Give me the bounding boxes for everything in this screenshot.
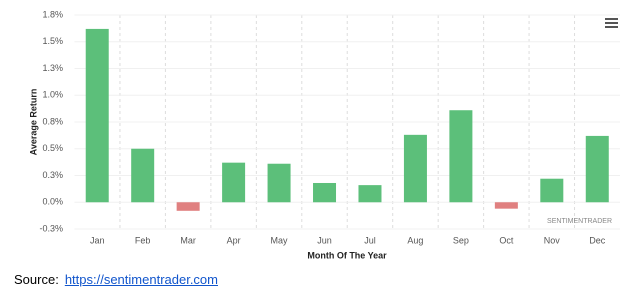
menu-bar[interactable]: [605, 18, 618, 20]
y-tick-label: 1.0%: [42, 90, 63, 100]
bar: [358, 185, 382, 203]
y-tick-label: 0.0%: [42, 197, 63, 207]
source-label: Source:: [14, 272, 59, 287]
y-tick-label: 1.5%: [42, 36, 63, 46]
x-tick-label: Mar: [180, 235, 196, 245]
x-tick-label: May: [271, 235, 289, 245]
bar: [585, 135, 609, 203]
source: Source: https://sentimentrader.com: [14, 272, 218, 287]
bar: [131, 148, 155, 203]
y-tick-label: 1.3%: [42, 63, 63, 73]
bar: [85, 28, 109, 203]
x-tick-label: Apr: [227, 235, 241, 245]
x-tick-label: Jul: [364, 235, 376, 245]
x-tick-label: Jan: [90, 235, 105, 245]
x-tick-label: Oct: [499, 235, 514, 245]
x-tick-label: Jun: [317, 235, 332, 245]
chart: Dec Nov Oct Sep Aug Jul Jun May Apr Mar Feb Jan 1.8%…: [28, 9, 620, 260]
menu-bar[interactable]: [605, 26, 618, 28]
bar: [222, 162, 246, 203]
y-tick-label: 0.5%: [42, 143, 63, 153]
y-tick-label: 1.8%: [42, 9, 63, 19]
menu-bar[interactable]: [605, 22, 618, 24]
bar: [176, 202, 200, 211]
bar: [540, 178, 564, 203]
x-tick-label: Dec: [589, 235, 606, 245]
x-tick-label: Aug: [407, 235, 423, 245]
y-tick-label: -0.3%: [39, 223, 63, 233]
y-tick-label: 0.3%: [42, 170, 63, 180]
bar: [449, 110, 473, 203]
bar: [313, 182, 337, 203]
watermark: SENTIMENTRADER: [547, 218, 612, 225]
x-tick-label: Sep: [453, 235, 469, 245]
x-tick-label: Nov: [544, 235, 561, 245]
y-tick-label: 0.8%: [42, 116, 63, 126]
y-axis-title: Average Return: [28, 89, 38, 156]
x-axis-title: Month Of The Year: [307, 250, 387, 260]
x-tick-label: Feb: [135, 235, 151, 245]
bar: [494, 202, 518, 209]
menu-icon[interactable]: [605, 18, 618, 28]
bar: [267, 163, 291, 203]
source-link[interactable]: https://sentimentrader.com: [64, 272, 218, 287]
bar: [403, 134, 427, 203]
